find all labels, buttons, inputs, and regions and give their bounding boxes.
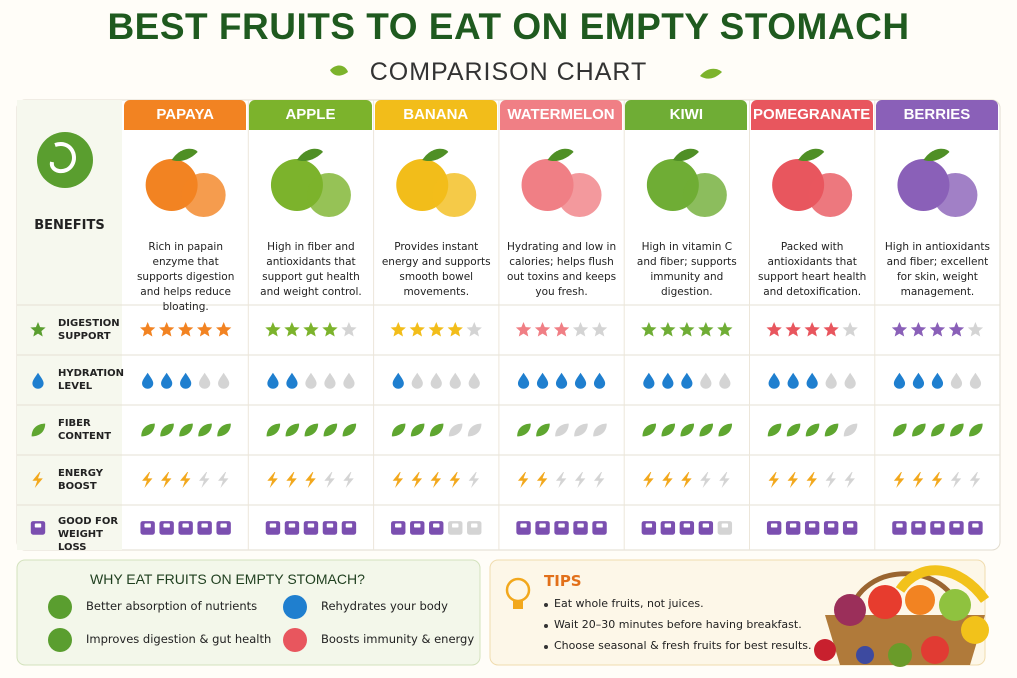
benefit-text: Hydrating and low in calories; helps flu… xyxy=(506,241,617,298)
fruit-header: POMEGRANATE xyxy=(750,100,873,130)
tip-item: Wait 20–30 minutes before having breakfa… xyxy=(554,618,802,631)
bulb-base xyxy=(513,601,523,609)
tip-item: Choose seasonal & fresh fruits for best … xyxy=(554,639,812,652)
fruit-header: BANANA xyxy=(374,100,497,130)
fruit-header: APPLE xyxy=(249,100,372,130)
leaf-ornament xyxy=(330,65,348,76)
benefit-text: Packed with antioxidants that support he… xyxy=(758,241,867,298)
row-label: ENERGY BOOST xyxy=(58,468,103,492)
subtitle: COMPARISON CHART xyxy=(369,58,648,86)
benefit-text: Rich in papain enzyme that supports dige… xyxy=(136,241,235,313)
benefit-text: High in vitamin C and fiber; supports im… xyxy=(636,241,737,298)
row-label: HYDRATION LEVEL xyxy=(58,368,124,392)
tips-title: TIPS xyxy=(544,572,582,590)
benefits-label: BENEFITS xyxy=(34,218,105,233)
why-box xyxy=(16,559,481,666)
fruit-header: KIWI xyxy=(625,100,748,130)
row-label: DIGESTION SUPPORT xyxy=(58,318,120,342)
why-item: Boosts immunity & energy xyxy=(321,632,475,646)
fruit-header: PAPAYA xyxy=(124,100,247,130)
stomach-shape xyxy=(49,142,76,174)
row-label: FIBER CONTENT xyxy=(58,418,112,442)
table-frame xyxy=(16,99,1001,551)
benefit-text: High in fiber and antioxidants that supp… xyxy=(260,241,362,298)
stomach-icon xyxy=(37,132,93,188)
row-label: GOOD FOR WEIGHT LOSS xyxy=(58,515,119,553)
why-item: Better absorption of nutrients xyxy=(86,599,258,613)
benefit-text: Provides instant energy and supports smo… xyxy=(381,241,491,298)
why-item: Rehydrates your body xyxy=(321,599,448,613)
tip-item: Eat whole fruits, not juices. xyxy=(554,597,704,610)
fruit-header: WATERMELON xyxy=(499,100,623,130)
title: BEST FRUITS TO EAT ON EMPTY STOMACH xyxy=(107,6,910,47)
why-title: WHY EAT FRUITS ON EMPTY STOMACH? xyxy=(90,571,365,587)
why-item: Improves digestion & gut health xyxy=(86,632,272,646)
fruit-header: BERRIES xyxy=(875,100,999,130)
benefit-text: High in antioxidants and fiber; excellen… xyxy=(884,241,990,298)
leaf-ornament xyxy=(700,68,722,79)
fruit-basket xyxy=(814,565,990,667)
